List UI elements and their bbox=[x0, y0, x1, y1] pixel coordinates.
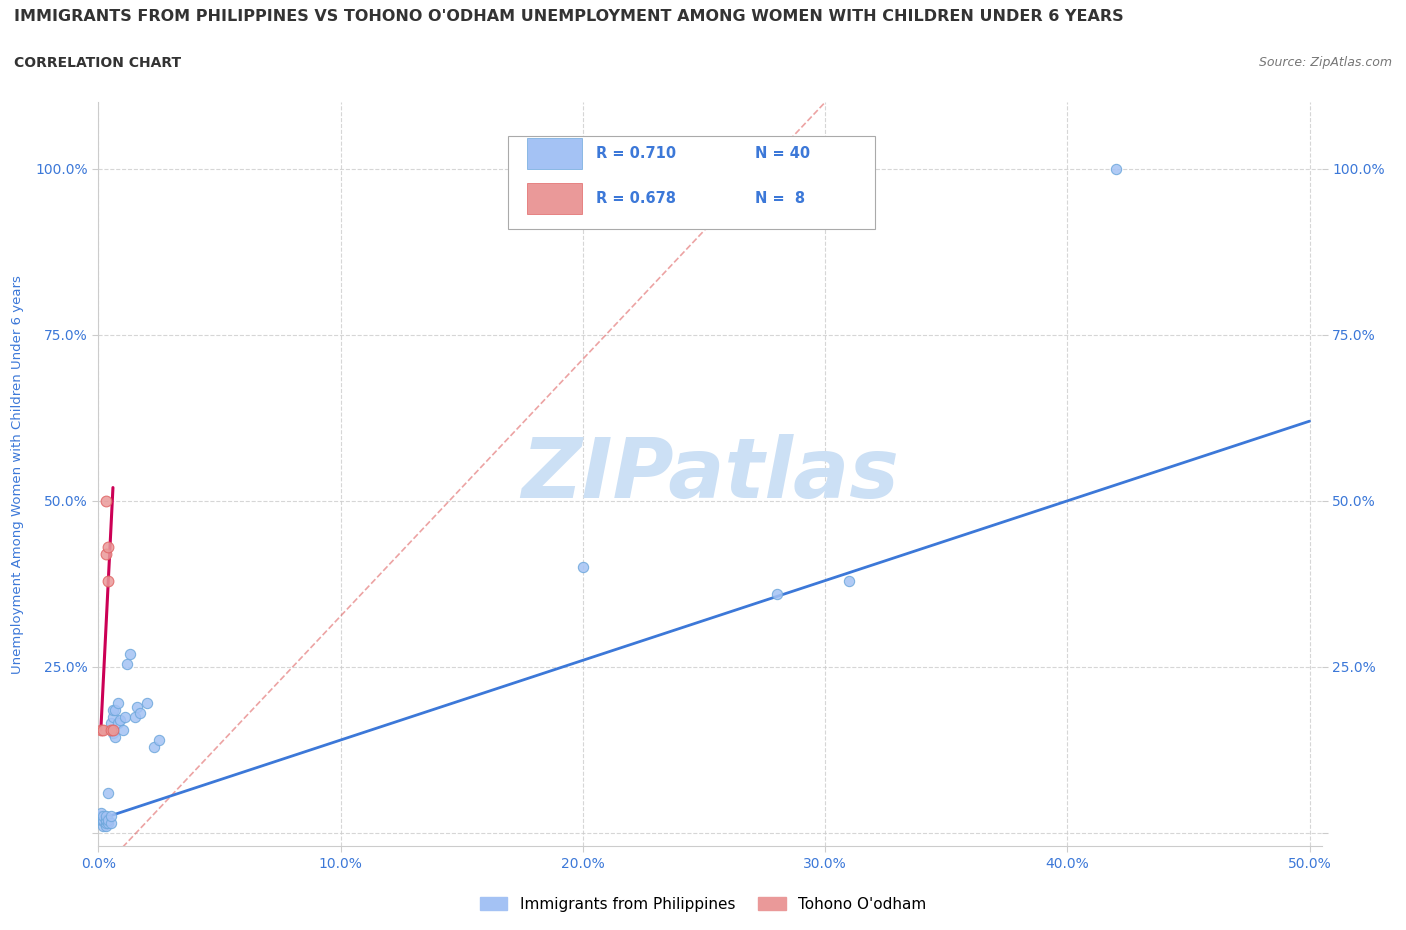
Point bbox=[148, 733, 170, 748]
Text: ZIPatlas: ZIPatlas bbox=[522, 433, 898, 515]
Point bbox=[101, 723, 124, 737]
Text: N =  8: N = 8 bbox=[755, 191, 806, 206]
Point bbox=[91, 812, 114, 827]
Point bbox=[101, 726, 124, 741]
Point bbox=[97, 812, 120, 827]
Point bbox=[94, 547, 117, 562]
Bar bbox=[527, 182, 582, 214]
Point bbox=[107, 716, 129, 731]
Point bbox=[94, 819, 117, 834]
Point bbox=[135, 696, 157, 711]
Point bbox=[94, 809, 117, 824]
Point bbox=[90, 812, 112, 827]
Point bbox=[104, 703, 127, 718]
Point bbox=[97, 540, 120, 555]
Text: R = 0.678: R = 0.678 bbox=[596, 191, 676, 206]
Text: N = 40: N = 40 bbox=[755, 146, 810, 161]
Point bbox=[127, 699, 149, 714]
Point bbox=[94, 494, 117, 509]
Point bbox=[765, 587, 787, 602]
Point bbox=[91, 723, 114, 737]
Y-axis label: Unemployment Among Women with Children Under 6 years: Unemployment Among Women with Children U… bbox=[11, 275, 24, 673]
Text: IMMIGRANTS FROM PHILIPPINES VS TOHONO O'ODHAM UNEMPLOYMENT AMONG WOMEN WITH CHIL: IMMIGRANTS FROM PHILIPPINES VS TOHONO O'… bbox=[14, 8, 1123, 23]
Point bbox=[117, 657, 139, 671]
Point bbox=[97, 786, 120, 801]
Point bbox=[97, 573, 120, 588]
Bar bbox=[527, 138, 582, 169]
Point bbox=[143, 739, 166, 754]
Point bbox=[124, 710, 146, 724]
Point bbox=[111, 723, 134, 737]
Point bbox=[90, 809, 112, 824]
Point bbox=[94, 812, 117, 827]
Bar bbox=[508, 136, 875, 229]
Point bbox=[90, 723, 112, 737]
Point bbox=[91, 814, 114, 829]
Point bbox=[90, 805, 112, 820]
Point bbox=[100, 816, 122, 830]
Point bbox=[128, 706, 150, 721]
Point bbox=[101, 710, 124, 724]
Point bbox=[97, 816, 120, 830]
Point bbox=[107, 696, 129, 711]
Legend: Immigrants from Philippines, Tohono O'odham: Immigrants from Philippines, Tohono O'od… bbox=[474, 891, 932, 918]
Point bbox=[838, 573, 860, 588]
Point bbox=[104, 729, 127, 744]
Text: Source: ZipAtlas.com: Source: ZipAtlas.com bbox=[1258, 56, 1392, 69]
Point bbox=[101, 703, 124, 718]
Point bbox=[572, 560, 595, 575]
Point bbox=[118, 646, 141, 661]
Point bbox=[114, 710, 136, 724]
Point bbox=[94, 812, 117, 827]
Point bbox=[94, 816, 117, 830]
Point bbox=[1105, 161, 1128, 176]
Text: CORRELATION CHART: CORRELATION CHART bbox=[14, 56, 181, 70]
Point bbox=[110, 712, 132, 727]
Point bbox=[100, 716, 122, 731]
Point bbox=[100, 723, 122, 737]
Point bbox=[91, 819, 114, 834]
Text: R = 0.710: R = 0.710 bbox=[596, 146, 676, 161]
Point bbox=[100, 809, 122, 824]
Point bbox=[91, 809, 114, 824]
